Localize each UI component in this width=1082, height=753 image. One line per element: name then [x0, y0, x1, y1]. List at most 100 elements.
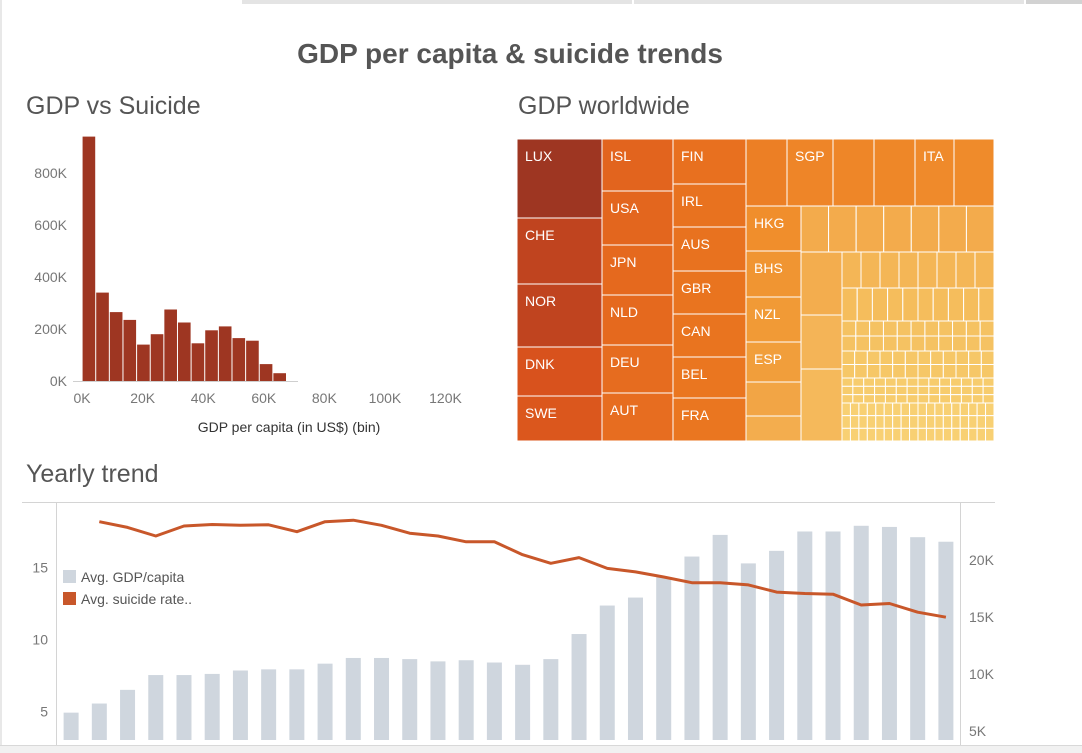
y-tick-label: 0K: [50, 373, 68, 389]
treemap-tile: [959, 402, 970, 417]
treemap-tile: [884, 377, 897, 387]
treemap-tile: [917, 394, 930, 404]
treemap-chart[interactable]: LUX CHE NOR DNK SWE ISL USA JPN NLD DEU AUT FIN IRL A…: [517, 139, 994, 441]
yearly-trend-chart[interactable]: 5 10 15 5K 10K 15K 20K Avg. GDP/capita Avg. suic…: [0, 495, 1082, 745]
treemap-label: DNK: [525, 356, 555, 372]
treemap-tile: [884, 394, 897, 404]
suicide-rate-line: [99, 518, 947, 619]
treemap-tile: [968, 364, 982, 379]
treemap-label: BHS: [754, 260, 783, 276]
treemap-tile: [849, 427, 860, 441]
treemap-tile: [896, 320, 912, 337]
treemap-tile: [928, 385, 941, 396]
histogram-bar: [109, 312, 123, 381]
treemap-tile: [745, 415, 802, 441]
treemap-tile: [882, 335, 898, 352]
treemap-label: HKG: [754, 215, 784, 231]
treemap-tile: [855, 205, 885, 253]
treemap-tile: [950, 385, 962, 396]
treemap-tile-jpn: [601, 244, 674, 296]
treemap-tile-bel: [672, 356, 747, 399]
treemap-label: CAN: [681, 323, 711, 339]
treemap-tile: [884, 385, 897, 396]
treemap-tile: [828, 205, 857, 253]
treemap-tile: [892, 402, 902, 417]
treemap-tile: [909, 427, 919, 441]
gdp-bar: [91, 703, 107, 740]
treemap-tile: [932, 287, 949, 322]
treemap-tile: [900, 427, 911, 441]
treemap-tile: [955, 364, 970, 379]
treemap-tile: [900, 415, 911, 429]
treemap-tile: [968, 415, 978, 429]
gdp-bar: [345, 657, 361, 740]
treemap-tile: [928, 394, 941, 404]
treemap-tile-fra: [672, 397, 747, 441]
legend-label-gdp: Avg. GDP/capita: [81, 569, 184, 585]
treemap-tile: [985, 427, 994, 441]
histogram-bar: [259, 364, 273, 381]
gdp-bar: [769, 550, 785, 740]
gdp-bar: [571, 634, 587, 740]
treemap-tile: [934, 427, 944, 441]
gdp-bar: [402, 659, 418, 740]
treemap-tile: [917, 287, 934, 322]
treemap-tile: [910, 335, 926, 352]
right-tick-label: 5K: [969, 723, 987, 739]
treemap-tile: [858, 415, 868, 429]
treemap-tile-deu: [601, 344, 674, 394]
left-tick-label: 10: [32, 631, 48, 647]
treemap-tile: [955, 251, 976, 289]
treemap-tile-usa: [601, 190, 674, 246]
treemap-tile: [934, 402, 944, 417]
treemap-tile: [879, 350, 894, 365]
treemap-tile: [953, 139, 994, 207]
treemap-tile: [841, 377, 854, 387]
treemap-tile: [745, 139, 788, 207]
gdp-bar: [232, 670, 248, 740]
left-tick-label: 5: [40, 703, 48, 719]
treemap-tile: [883, 205, 912, 253]
treemap-tile: [898, 251, 919, 289]
treemap-tile: [917, 377, 930, 387]
treemap-tile: [942, 350, 957, 365]
histogram-bar: [123, 319, 137, 381]
treemap-tile: [971, 377, 984, 387]
treemap-tile: [968, 427, 978, 441]
treemap-tile: [800, 368, 843, 441]
treemap-label: SWE: [525, 405, 557, 421]
bottom-scrollbar[interactable]: [0, 745, 1082, 753]
treemap-tile: [887, 287, 904, 322]
gdp-bar: [627, 597, 643, 740]
treemap-tile: [869, 335, 884, 352]
treemap-tile: [976, 415, 987, 429]
treemap-label: ESP: [754, 351, 782, 367]
treemap-tile: [841, 350, 856, 365]
gdp-bar: [261, 669, 277, 740]
treemap-tile-ita: [914, 139, 955, 207]
gdp-bar: [853, 525, 869, 740]
treemap-tile: [866, 402, 877, 417]
treemap-tile: [968, 350, 982, 365]
gdp-bar: [120, 689, 136, 740]
treemap-tile: [938, 205, 967, 253]
treemap-tile: [852, 394, 865, 404]
treemap-tile: [980, 364, 994, 379]
treemap-tile: [938, 320, 954, 337]
treemap-label: NZL: [754, 306, 781, 322]
treemap-tile: [841, 415, 851, 429]
treemap-tile: [892, 415, 902, 429]
treemap-tile-sgp: [786, 139, 834, 207]
treemap-tile: [910, 205, 940, 253]
treemap-tile: [939, 385, 952, 396]
left-tick-label: 15: [32, 560, 48, 576]
treemap-tile: [895, 394, 908, 404]
treemap-tile-nor: [517, 283, 603, 348]
treemap-tile: [875, 402, 885, 417]
treemap-tile: [854, 364, 868, 379]
treemap-tile: [841, 402, 851, 417]
treemap-tile: [971, 394, 984, 404]
gdp-bar: [684, 556, 700, 740]
x-tick-label: 80K: [312, 390, 338, 406]
histogram-chart[interactable]: 0K 200K 400K 600K 800K 0K 20K 40K 60K 80K 100K 120K…: [0, 130, 500, 450]
